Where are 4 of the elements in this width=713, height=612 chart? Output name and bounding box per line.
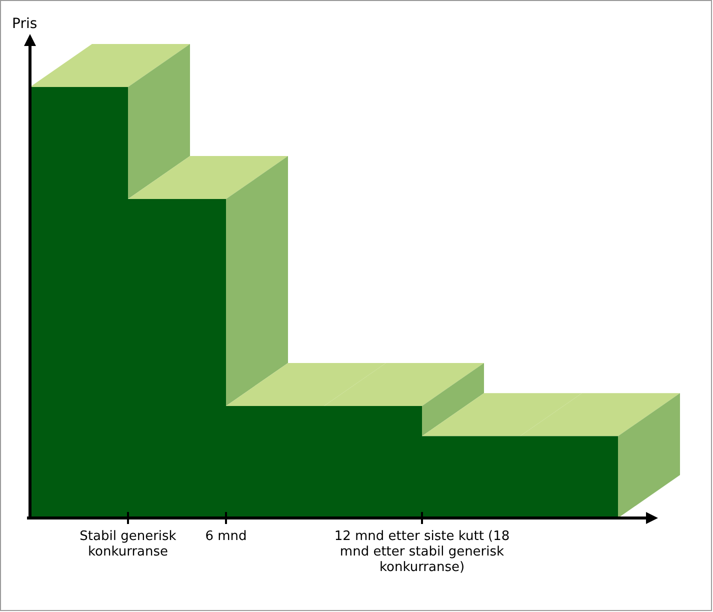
y-axis-title: Pris: [12, 16, 38, 32]
x-tick-label: 6 mnd: [205, 529, 247, 544]
x-tick-label: Stabil generisk konkurranse: [80, 529, 177, 560]
x-tick-label: 12 mnd etter siste kutt (18 mnd etter stabil generisk konkurranse): [334, 529, 510, 576]
